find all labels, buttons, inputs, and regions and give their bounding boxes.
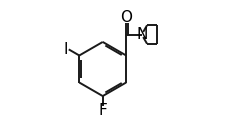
Text: O: O <box>120 10 132 25</box>
Text: I: I <box>63 42 68 57</box>
Text: N: N <box>136 27 147 42</box>
Text: F: F <box>98 103 107 118</box>
